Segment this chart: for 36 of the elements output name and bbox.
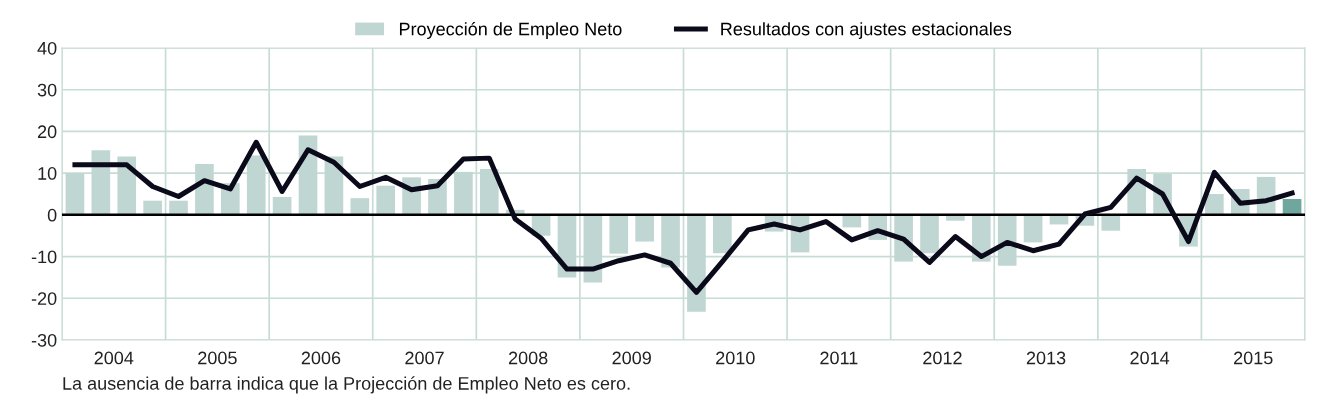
y-tick-label: 30: [37, 83, 57, 97]
bar: [1282, 199, 1302, 215]
x-tick-label: 2009: [612, 351, 651, 365]
x-tick-label: 2006: [301, 351, 341, 365]
x-tick-label: 2005: [198, 351, 237, 365]
bar: [1205, 194, 1224, 215]
bar: [1101, 214, 1121, 231]
legend-label: Proyección de Empleo Neto: [399, 21, 622, 39]
x-tick-label: 2008: [508, 351, 548, 365]
bar: [609, 214, 629, 254]
x-tick-label: 2011: [820, 351, 858, 365]
y-tick-label: 0: [47, 208, 57, 222]
legend-label: Resultados con ajustes estacionales: [721, 22, 1012, 39]
bar: [920, 214, 939, 254]
x-tick-label: 2015: [1234, 351, 1273, 365]
bar: [713, 214, 732, 254]
bar: [169, 200, 188, 215]
x-tick-label: 2007: [405, 351, 444, 365]
bar: [376, 185, 396, 215]
bar: [1023, 214, 1043, 243]
y-tick-label: 40: [37, 41, 57, 55]
text: La ausencia de barra indica que la Projección de Empleo Neto es cero.: [63, 376, 630, 394]
bar: [143, 200, 162, 215]
bar: [272, 196, 292, 215]
y-tick-label: -10: [31, 250, 57, 264]
x-tick-label: 2012: [923, 351, 962, 365]
bar: [635, 214, 654, 242]
y-tick-label: -30: [31, 333, 57, 347]
bar: [350, 198, 370, 215]
y-tick-label: -20: [31, 292, 57, 306]
x-tick-label: 2013: [1026, 351, 1066, 365]
x-tick-label: 2004: [94, 351, 134, 365]
y-tick-label: 10: [38, 167, 57, 180]
x-tick-label: 2014: [1130, 351, 1170, 365]
x-tick-label: 2010: [716, 351, 755, 365]
y-tick-label: 20: [37, 125, 57, 139]
